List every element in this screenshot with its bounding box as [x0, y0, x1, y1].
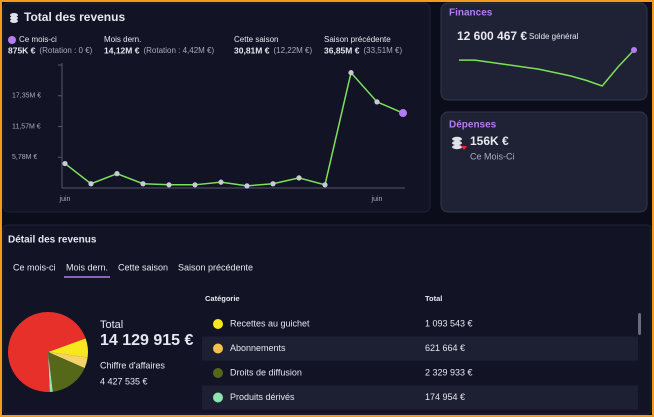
- column-header: Total: [425, 294, 442, 303]
- finances-panel: [440, 2, 648, 101]
- legend-dot: [8, 36, 16, 44]
- coins-icon: [10, 13, 18, 23]
- point: [88, 181, 94, 187]
- point: [166, 182, 172, 188]
- balance-caption: Solde général: [529, 32, 579, 41]
- expenses-panel: [440, 111, 648, 213]
- point: [270, 181, 276, 187]
- point: [631, 47, 637, 53]
- stat-label: Saison précédente: [324, 35, 391, 44]
- stat-value: 14,12M €: [104, 45, 140, 55]
- category-name[interactable]: Recettes au guichet: [230, 318, 310, 328]
- pie-slice[interactable]: [48, 352, 53, 392]
- category-dot: [213, 392, 223, 403]
- category-total: 174 954 €: [425, 392, 465, 402]
- x-tick-label: juin: [59, 196, 71, 203]
- point: [244, 183, 250, 189]
- panel-title: Total des revenus: [24, 10, 125, 24]
- point: [218, 179, 224, 185]
- tab[interactable]: Cette saison: [118, 262, 168, 272]
- x-tick-label: juin: [371, 196, 383, 203]
- column-header: Catégorie: [205, 294, 240, 303]
- category-dot: [213, 343, 223, 354]
- revenue-value: 4 427 535 €: [100, 376, 148, 386]
- category-total: 2 329 933 €: [425, 367, 473, 377]
- stat-label: Cette saison: [234, 35, 278, 44]
- pie-slice[interactable]: [48, 352, 85, 392]
- detail-panel: [2, 224, 652, 415]
- stat-detail: (Rotation : 0 €): [39, 46, 92, 55]
- expenses-amount: 156K €: [470, 134, 509, 148]
- total-label: Total: [100, 319, 123, 331]
- point: [322, 182, 328, 188]
- expenses-icon: [452, 136, 467, 150]
- pie-slice[interactable]: [48, 338, 89, 358]
- point: [62, 160, 68, 167]
- category-dot: [213, 368, 223, 378]
- point: [399, 109, 407, 118]
- point: [140, 181, 146, 187]
- row-background: [202, 336, 638, 361]
- stat-detail: (Rotation : 4,42M €): [143, 46, 214, 55]
- point: [374, 99, 380, 105]
- line: [64, 71, 404, 187]
- point: [192, 182, 198, 188]
- line: [459, 49, 635, 87]
- stat-label: Mois dern.: [104, 35, 141, 44]
- tab[interactable]: Saison précédente: [178, 262, 253, 272]
- stat-detail: (33,51M €): [363, 46, 402, 55]
- expenses-title: Dépenses: [449, 120, 497, 131]
- balance: 12 600 467 €: [457, 29, 527, 43]
- scrollbar[interactable]: [638, 313, 641, 335]
- stat-value: 36,85M €: [324, 45, 360, 55]
- tab[interactable]: Mois dern.: [66, 262, 108, 272]
- category-dot: [213, 319, 223, 329]
- category-name[interactable]: Produits dérivés: [230, 392, 295, 402]
- category-name[interactable]: Droits de diffusion: [230, 367, 302, 377]
- y-tick-label: 11,57M €: [12, 123, 41, 130]
- total-value: 14 129 915 €: [100, 332, 194, 349]
- finances-title: Finances: [449, 8, 493, 19]
- point: [348, 70, 354, 76]
- stat-value: 30,81M €: [234, 45, 270, 55]
- expenses-caption: Ce Mois-Ci: [470, 151, 515, 161]
- detail-title: Détail des revenus: [8, 235, 97, 246]
- stat-label: Ce mois-ci: [19, 35, 57, 44]
- stat-detail: (12,22M €): [273, 46, 312, 55]
- category-total: 621 664 €: [425, 343, 465, 353]
- pie-slice[interactable]: [48, 352, 88, 369]
- category-total: 1 093 543 €: [425, 318, 473, 328]
- point: [296, 175, 302, 181]
- tab[interactable]: Ce mois-ci: [13, 262, 56, 272]
- revenue-label: Chiffre d'affaires: [100, 360, 165, 370]
- pie-slice[interactable]: [8, 311, 86, 392]
- stat-value: 875K €: [8, 45, 36, 55]
- point: [114, 171, 120, 177]
- y-tick-label: 5,78M €: [12, 154, 37, 161]
- y-tick-label: 17,35M €: [12, 93, 41, 100]
- revenue-panel: [2, 2, 431, 213]
- category-name[interactable]: Abonnements: [230, 343, 286, 353]
- row-background: [202, 385, 638, 410]
